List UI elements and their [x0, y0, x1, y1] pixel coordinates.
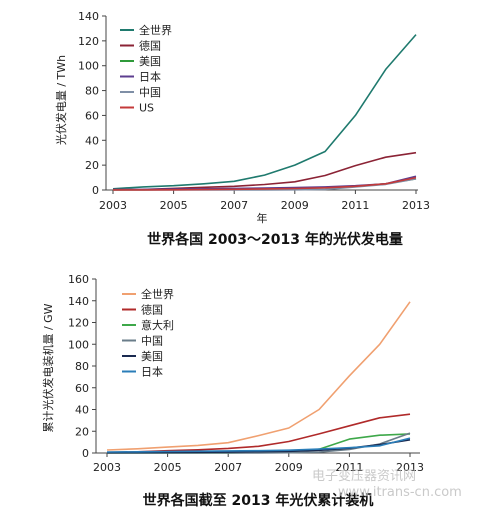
x-tick-label: 2009: [275, 461, 303, 474]
y-tick-label: 120: [78, 35, 99, 48]
y-tick-label: 80: [75, 360, 89, 373]
x-tick-label: 2005: [160, 199, 188, 212]
y-tick-label: 20: [75, 425, 89, 438]
chart-2-series: [106, 301, 411, 454]
y-tick-label: 60: [75, 382, 89, 395]
x-tick-label: 2007: [220, 199, 248, 212]
x-tick-label: 2009: [281, 199, 309, 212]
y-tick-label: 40: [85, 134, 99, 147]
series-line-6: [106, 437, 411, 453]
x-tick-label: 2003: [93, 461, 121, 474]
chart-1-y-ticks: 0 20 40 60 80 100 120 140: [78, 10, 106, 197]
chart-2-ylabel: 累计光伏发电装机量 / GW: [41, 303, 55, 432]
x-tick-label: 2013: [402, 199, 430, 212]
y-tick-label: 140: [68, 295, 89, 308]
x-tick-label: 2007: [214, 461, 242, 474]
y-tick-label: 60: [85, 109, 99, 122]
legend-label: 中国: [141, 335, 163, 348]
legend-label: 德国: [139, 39, 161, 53]
y-tick-label: 0: [82, 447, 89, 460]
y-tick-label: 120: [68, 317, 89, 330]
series-line-4: [112, 175, 417, 191]
series-line-6: [113, 176, 417, 191]
legend-label: 中国: [139, 86, 161, 99]
legend-label: 日本: [141, 365, 163, 379]
chart-2: 累计光伏发电装机量 / GW 0 20 40 60 80 100 120 140 160 200…: [41, 273, 424, 509]
x-tick-label: 2011: [341, 199, 369, 212]
chart-1-x-ticks: 2003 2005 2007 2009 2011 2013: [99, 190, 430, 212]
chart-1-title: 世界各国 2003～2013 年的光伏发电量: [147, 231, 403, 248]
watermark-url: www.itrans-cn.com: [338, 485, 462, 500]
y-tick-label: 140: [78, 10, 99, 23]
series-line-1: [106, 301, 411, 451]
chart-1-ylabel: 光伏发电量 / TWh: [54, 55, 68, 145]
x-tick-label: 2005: [154, 461, 182, 474]
x-tick-label: 2013: [396, 461, 424, 474]
legend-label: 全世界: [141, 287, 174, 301]
watermark-main: 电子变压器资讯网: [312, 468, 416, 484]
chart-1-xlabel: 年: [257, 211, 268, 225]
chart-2-title: 世界各国截至 2013 年光伏累计装机: [143, 492, 374, 509]
legend-label: 全世界: [139, 23, 172, 37]
chart-2-x-ticks: 2003 2005 2007 2009 2011 2013: [93, 453, 424, 474]
y-tick-label: 160: [68, 273, 89, 286]
legend-label: 美国: [139, 55, 161, 68]
x-tick-label: 2003: [99, 199, 127, 212]
legend-label: 美国: [141, 350, 163, 363]
y-tick-label: 100: [68, 338, 89, 351]
chart-1-series: [112, 34, 417, 191]
series-line-1: [112, 34, 417, 190]
y-tick-label: 80: [85, 85, 99, 98]
y-tick-label: 0: [92, 184, 99, 197]
chart-2-y-ticks: 0 20 40 60 80 100 120 140 160: [68, 273, 96, 460]
y-tick-label: 20: [85, 159, 99, 172]
legend-label: US: [139, 102, 154, 115]
legend-label: 德国: [141, 303, 163, 317]
legend-label: 意大利: [141, 318, 174, 332]
watermark: 电子变压器资讯网 www.itrans-cn.com: [312, 468, 462, 500]
x-tick-label: 2011: [335, 461, 363, 474]
y-tick-label: 40: [75, 404, 89, 417]
y-tick-label: 100: [78, 60, 99, 73]
legend-label: 日本: [139, 70, 161, 84]
